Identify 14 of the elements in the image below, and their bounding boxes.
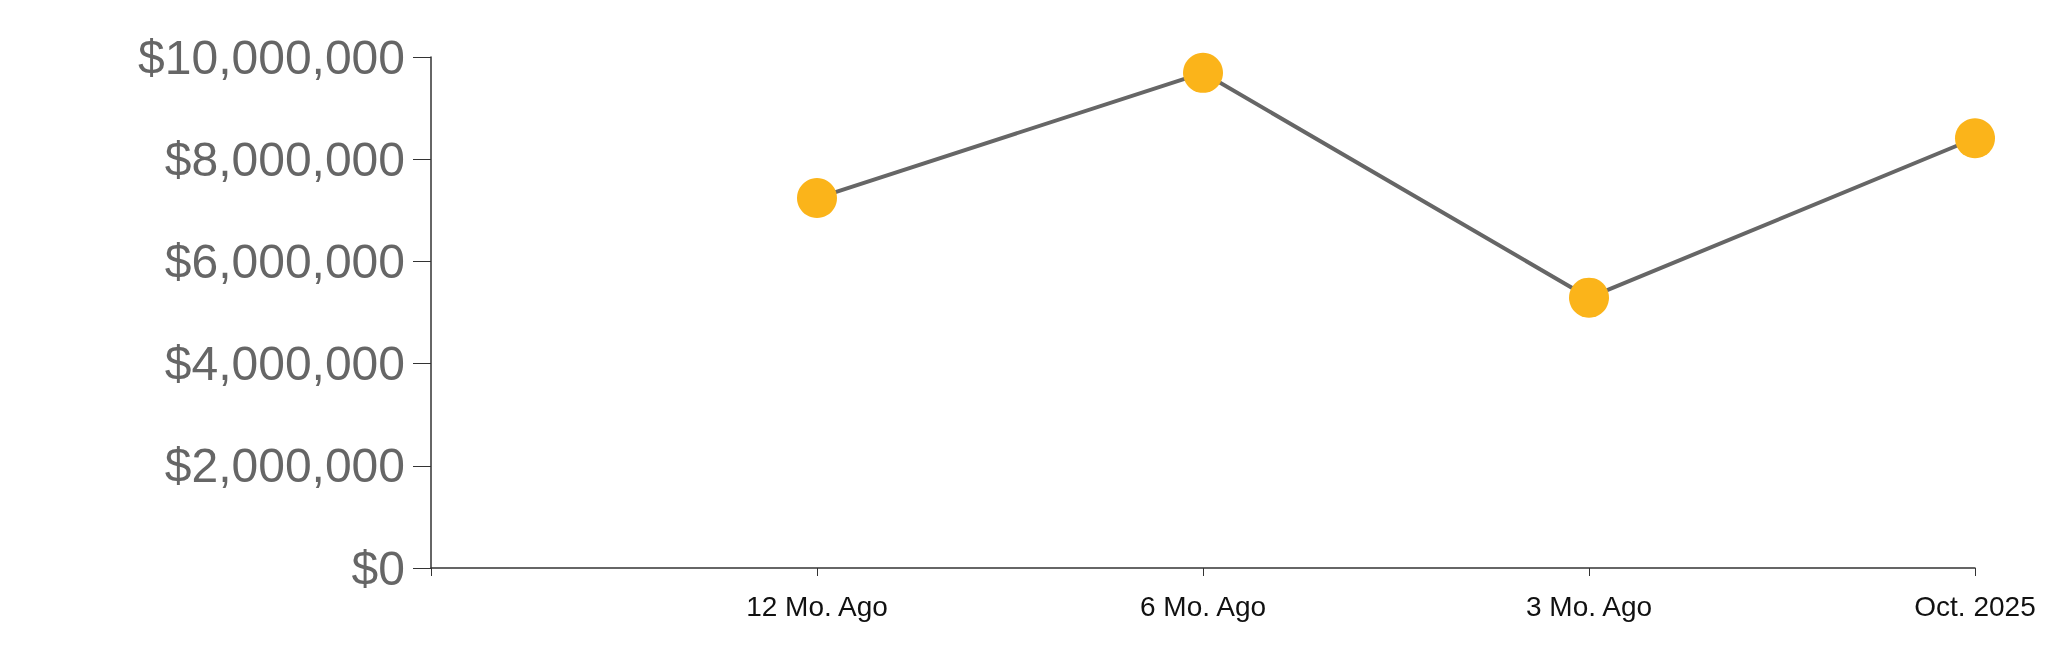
point xyxy=(797,178,837,219)
point xyxy=(1955,118,1995,159)
y-tick-label: $2,000,000 xyxy=(164,439,405,493)
y-tick-label: $0 xyxy=(351,541,405,595)
x-tick-label: 12 Mo. Ago xyxy=(746,590,888,622)
y-tick-label: $4,000,000 xyxy=(164,337,405,391)
x-tick-label: Oct. 2025 xyxy=(1914,590,2036,622)
x-tick-label: 3 Mo. Ago xyxy=(1525,590,1653,622)
point xyxy=(1183,52,1223,93)
y-tick-label: $10,000,000 xyxy=(138,30,405,84)
x-tick-label: 6 Mo. Ago xyxy=(1139,590,1267,622)
point xyxy=(1569,277,1609,318)
y-tick-label: $6,000,000 xyxy=(164,234,405,288)
y-tick-label: $8,000,000 xyxy=(164,132,405,186)
